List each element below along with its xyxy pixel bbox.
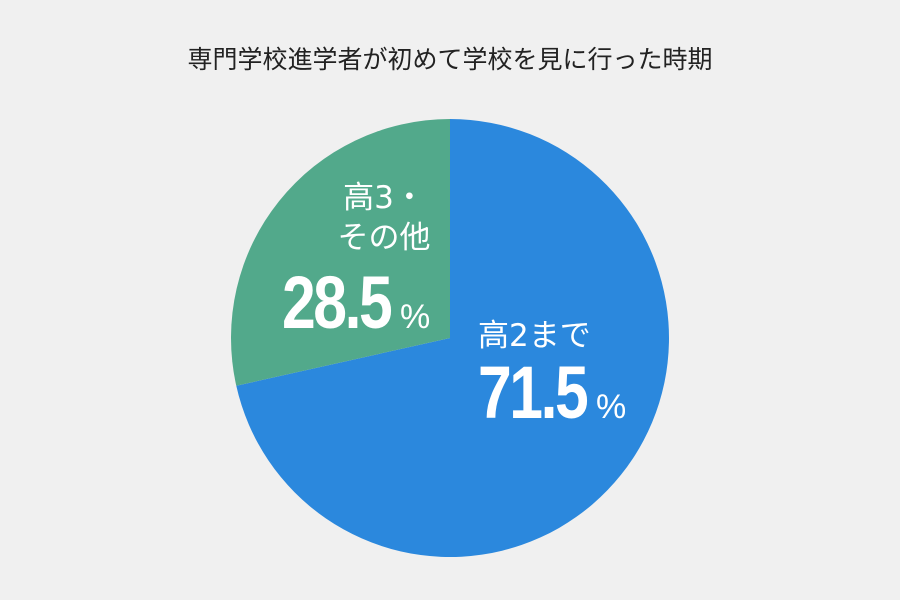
pie-slice [236,119,669,557]
value-label-part: 71.5 [478,351,589,434]
slice-label: 高3・その他 [337,180,431,256]
value-label: 71.5% [478,350,626,435]
chart-title: 専門学校進学者が初めて学校を見に行った時期 [187,45,713,74]
value-label-part: % [400,298,431,336]
value-label: 28.5% [282,260,430,345]
pie-slice [230,119,450,386]
slice-label: 高2まで [478,318,591,354]
value-label-part: % [596,388,627,426]
value-label-part: 28.5 [282,261,393,344]
